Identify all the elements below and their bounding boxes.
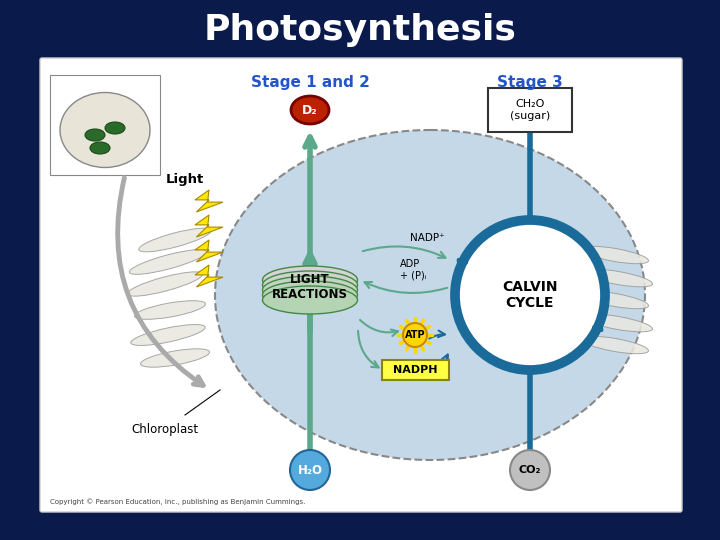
Ellipse shape — [85, 129, 105, 141]
Ellipse shape — [130, 249, 207, 274]
Text: CH₂O
(sugar): CH₂O (sugar) — [510, 99, 550, 121]
Text: Copyright © Pearson Education, Inc., publishing as Benjamin Cummings.: Copyright © Pearson Education, Inc., pub… — [50, 498, 305, 505]
Ellipse shape — [139, 228, 211, 252]
Ellipse shape — [215, 130, 645, 460]
Ellipse shape — [135, 301, 205, 319]
Ellipse shape — [583, 314, 652, 332]
Ellipse shape — [263, 271, 358, 299]
Text: NADP⁺: NADP⁺ — [410, 233, 445, 243]
Ellipse shape — [127, 272, 203, 296]
Ellipse shape — [90, 142, 110, 154]
Polygon shape — [195, 215, 223, 237]
Text: Stage 1 and 2: Stage 1 and 2 — [251, 75, 369, 90]
Ellipse shape — [582, 246, 649, 264]
Text: H₂O: H₂O — [297, 463, 323, 476]
Ellipse shape — [105, 122, 125, 134]
FancyBboxPatch shape — [40, 58, 682, 512]
Circle shape — [290, 450, 330, 490]
Ellipse shape — [263, 281, 358, 309]
Circle shape — [455, 220, 605, 370]
Circle shape — [403, 323, 427, 347]
Bar — [50, 75, 160, 175]
Ellipse shape — [263, 266, 358, 294]
Ellipse shape — [583, 269, 652, 287]
Text: NADPH: NADPH — [392, 365, 437, 375]
Ellipse shape — [263, 286, 358, 314]
Text: D₂: D₂ — [302, 104, 318, 117]
Text: Stage 3: Stage 3 — [497, 75, 563, 90]
Text: CALVIN
CYCLE: CALVIN CYCLE — [503, 280, 558, 310]
Text: Chloroplast: Chloroplast — [132, 423, 199, 436]
FancyBboxPatch shape — [488, 88, 572, 132]
Text: Photosynthesis: Photosynthesis — [204, 13, 516, 47]
Ellipse shape — [582, 336, 649, 354]
Polygon shape — [195, 265, 223, 287]
Text: CO₂: CO₂ — [519, 465, 541, 475]
Ellipse shape — [582, 291, 649, 309]
Text: ADP
+ (P)ᵢ: ADP + (P)ᵢ — [400, 259, 427, 281]
Ellipse shape — [131, 325, 205, 346]
Polygon shape — [195, 190, 223, 212]
Ellipse shape — [60, 92, 150, 167]
FancyBboxPatch shape — [382, 360, 449, 380]
Text: Light: Light — [166, 173, 204, 186]
Text: ATP: ATP — [405, 330, 426, 340]
Ellipse shape — [291, 96, 329, 124]
Polygon shape — [195, 240, 223, 262]
Circle shape — [510, 450, 550, 490]
Text: LIGHT
REACTIONS: LIGHT REACTIONS — [272, 273, 348, 301]
Ellipse shape — [140, 349, 210, 367]
Ellipse shape — [263, 276, 358, 304]
